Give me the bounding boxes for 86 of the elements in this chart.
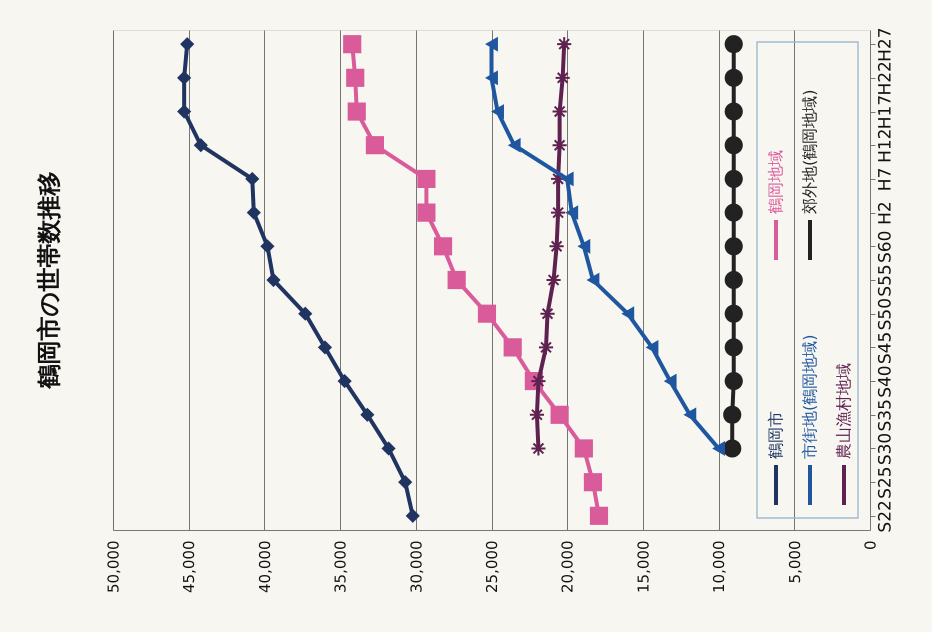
point: [577, 238, 590, 254]
y-tick-label: S45: [876, 332, 896, 364]
point: [343, 35, 362, 54]
point: [724, 102, 743, 121]
point: [508, 138, 521, 153]
point: [448, 270, 466, 290]
point: [724, 68, 743, 87]
point: [366, 136, 384, 154]
point: [346, 68, 364, 87]
y-tick-label: S40: [876, 365, 896, 398]
x-tick-label: 35,000: [332, 540, 350, 593]
text: 郊外地(鶴岡地域): [800, 90, 819, 214]
point: [348, 102, 366, 121]
point: [246, 206, 261, 220]
y-tick-label: S60: [876, 230, 896, 264]
point: [586, 272, 600, 288]
point: [266, 272, 281, 288]
x-tick-label: 40,000: [256, 540, 274, 593]
point: [723, 406, 742, 424]
x-tick-label: 15,000: [634, 540, 652, 593]
point: [574, 439, 593, 458]
y-tick-label: S35: [876, 399, 896, 432]
point: [177, 104, 192, 119]
point: [724, 136, 743, 154]
point: [550, 406, 569, 424]
point: [245, 172, 260, 186]
point: [724, 304, 743, 323]
text: 農山漁村地域: [834, 363, 853, 459]
point: [318, 340, 332, 354]
y-tick-label: H7: [876, 168, 896, 192]
point: [646, 340, 658, 355]
y-tick-label: H2: [876, 201, 896, 225]
x-tick-label: 5,000: [786, 540, 804, 584]
point: [485, 36, 498, 52]
point: [724, 204, 743, 222]
y-tick-label: S55: [876, 264, 896, 297]
text: 鶴岡地域: [766, 150, 785, 214]
text: 鶴岡市: [766, 411, 785, 459]
point: [724, 35, 743, 54]
point: [360, 408, 374, 422]
point: [417, 204, 436, 222]
point: [434, 237, 452, 256]
point: [260, 239, 274, 254]
point: [298, 306, 312, 321]
point: [398, 475, 412, 490]
point: [723, 439, 742, 458]
point: [177, 70, 192, 85]
point: [621, 306, 634, 322]
y-tick-label: S50: [876, 298, 896, 330]
x-tick-label: 50,000: [104, 540, 122, 593]
point: [504, 338, 522, 356]
point: [338, 374, 352, 388]
x-tick-label: 0: [862, 540, 880, 550]
point: [724, 270, 743, 290]
y-tick-label: S22: [876, 500, 896, 533]
point: [724, 170, 743, 188]
x-tick-label: 20,000: [558, 540, 577, 593]
point: [724, 338, 743, 356]
point: [724, 237, 743, 256]
point: [180, 37, 194, 52]
x-tick-label: 45,000: [180, 540, 198, 593]
y-tick-label: H17: [876, 94, 896, 130]
text: 市街地(鶴岡地域): [800, 334, 819, 459]
x-tick-label: 10,000: [710, 540, 728, 593]
point: [590, 506, 608, 525]
point: [491, 104, 504, 119]
y-tick-label: H27: [876, 27, 896, 62]
y-tick-label: S30: [876, 432, 896, 466]
y-tick-label: H22: [876, 61, 896, 96]
y-tick-label: S25: [876, 466, 896, 499]
point: [194, 138, 208, 152]
point: [584, 473, 602, 492]
point: [417, 170, 436, 188]
point: [485, 70, 498, 86]
point: [724, 372, 743, 390]
point: [712, 441, 726, 456]
point: [381, 441, 396, 456]
text: 鶴岡市の世帯数推移: [35, 172, 63, 390]
point: [565, 205, 578, 220]
point: [478, 304, 496, 323]
point: [406, 508, 420, 523]
point: [560, 172, 574, 186]
x-tick-label: 25,000: [483, 540, 501, 593]
y-tick-label: H12: [876, 128, 896, 163]
x-tick-label: 30,000: [407, 540, 426, 593]
point: [664, 374, 677, 388]
